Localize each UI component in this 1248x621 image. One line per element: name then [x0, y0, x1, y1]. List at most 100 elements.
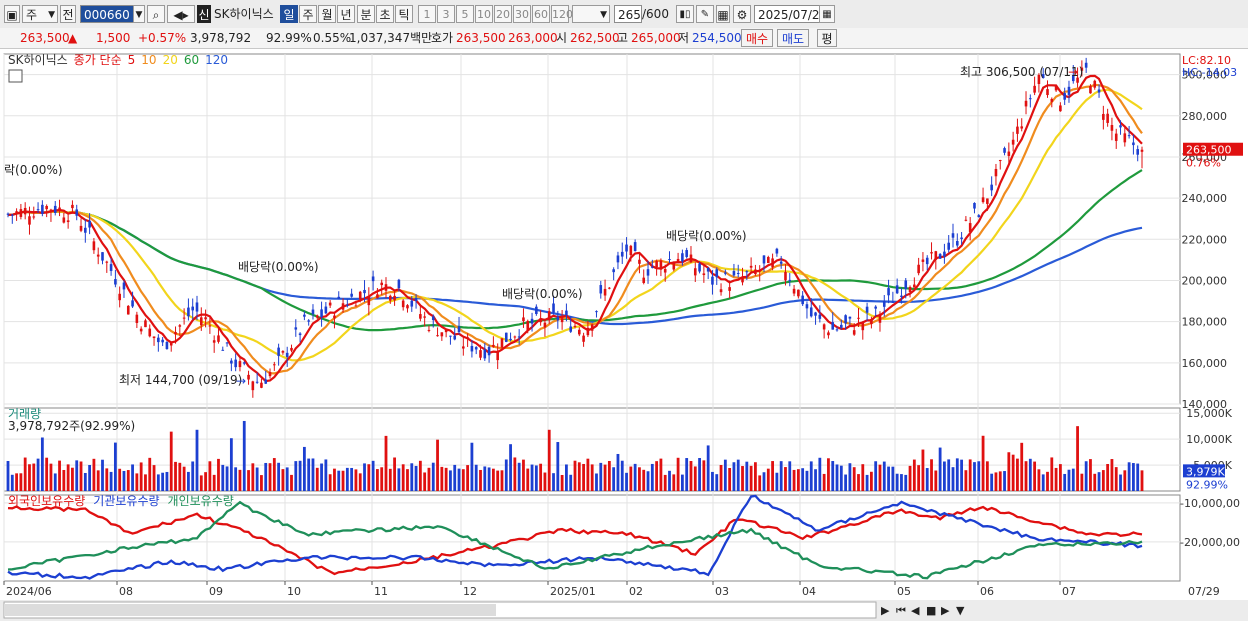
volume-bar [921, 449, 925, 491]
candle-body [1003, 148, 1006, 153]
candle-body [436, 335, 439, 337]
volume-bar [565, 464, 568, 491]
volume-bar [1028, 458, 1032, 491]
open-price: 262,500 [570, 31, 620, 45]
volume-bar [393, 457, 396, 491]
scroll-control-1: ⏮ [896, 604, 906, 617]
candle-body [242, 362, 246, 364]
candle-type-icon[interactable]: ▮▯ [676, 5, 694, 23]
candle-body [470, 345, 474, 352]
window-menu-icon[interactable]: ▣ [4, 5, 20, 23]
tab-minute-1[interactable]: 1 [418, 5, 436, 23]
volume-bar [358, 473, 362, 491]
volume-bar [294, 461, 298, 491]
gear-icon[interactable]: ⚙ [733, 5, 751, 23]
candle-body [431, 316, 435, 321]
candle-body [1132, 142, 1135, 146]
tab-minute-10[interactable]: 10 [475, 5, 493, 23]
volume-bar [281, 469, 285, 491]
volume-bar [663, 474, 667, 491]
search-icon[interactable]: ⌕ [147, 5, 165, 23]
candle-body [453, 335, 457, 340]
candle-body [174, 332, 177, 335]
candle-body [148, 328, 152, 337]
custom-interval-select[interactable]: ▼ [572, 5, 610, 23]
volume-bar [234, 467, 238, 491]
candle-body [792, 288, 796, 294]
tab-minute-5[interactable]: 5 [456, 5, 474, 23]
price-legend: SK하이닉스 종가 단순 5 10 20 60 120 [8, 53, 228, 67]
date-label: 05 [897, 585, 911, 598]
volume-bar [320, 463, 323, 491]
volume-bar [58, 460, 61, 491]
volume-bar [418, 460, 422, 491]
calendar-icon[interactable]: ▦ [819, 5, 835, 23]
volume-bar [861, 464, 865, 491]
evaluation-button[interactable]: 평 [817, 29, 837, 47]
tab-period-1[interactable]: 주 [299, 5, 317, 23]
candle-body [376, 294, 379, 298]
count-input[interactable]: 265 [614, 5, 642, 23]
volume-bar [341, 470, 345, 491]
volume-bar [835, 464, 839, 491]
volume-bar [315, 467, 319, 491]
candle-body [41, 204, 44, 214]
volume-bar [1097, 472, 1101, 491]
candle-body [303, 314, 306, 317]
candle-body [28, 216, 31, 225]
history-button[interactable]: 전 [60, 5, 76, 23]
tab-period-0[interactable]: 일 [280, 5, 298, 23]
price-tick: 140,000 [1182, 398, 1228, 411]
volume-bar [71, 467, 74, 491]
candle-body [290, 347, 293, 351]
candle-body [917, 264, 920, 274]
candle-body [255, 381, 259, 383]
volume-bar [689, 461, 693, 491]
scroll-control-2: ◀ [911, 604, 920, 617]
volume-bar [40, 437, 44, 491]
volume-bar [771, 461, 774, 491]
tab-minute-3[interactable]: 3 [437, 5, 455, 23]
tab-period-3[interactable]: 년 [337, 5, 355, 23]
buy-button[interactable]: 매수 [741, 29, 773, 47]
tab-minute-60[interactable]: 60 [532, 5, 550, 23]
candle-body [165, 341, 169, 350]
candle-body [496, 351, 499, 361]
tab-period-2[interactable]: 월 [318, 5, 336, 23]
volume-bar [668, 470, 671, 491]
volume-bar [509, 444, 512, 491]
candle-body [380, 282, 384, 286]
candle-body [775, 248, 779, 254]
candle-body [449, 335, 452, 337]
sound-icon[interactable]: ◀▸ [167, 5, 195, 23]
draw-tool-icon[interactable]: ✎ [696, 5, 714, 23]
tab-period-5[interactable]: 초 [376, 5, 394, 23]
tab-minute-20[interactable]: 20 [494, 5, 512, 23]
tab-period-6[interactable]: 틱 [395, 5, 413, 23]
volume-bar [857, 474, 860, 491]
grid-icon[interactable]: ▦ [716, 5, 730, 23]
tab-minute-30[interactable]: 30 [513, 5, 531, 23]
volume-bar [638, 467, 641, 491]
volume-bar [805, 470, 809, 491]
candle-body [298, 333, 302, 336]
volume-bar [225, 466, 229, 491]
date-input[interactable]: 2025/07/29 [754, 5, 827, 23]
candle-body [526, 320, 530, 330]
candle-body [835, 329, 839, 331]
tab-period-4[interactable]: 분 [357, 5, 375, 23]
volume-bar [1136, 463, 1140, 491]
high-label: 고 [617, 31, 629, 45]
code-dropdown-icon[interactable]: ▼ [133, 5, 145, 23]
dividend-annotation-2: 배당락(0.00%) [502, 287, 583, 301]
candle-body [337, 296, 341, 299]
sell-button[interactable]: 매도 [777, 29, 809, 47]
period-select[interactable]: 주 ▼ [22, 5, 58, 23]
stock-code-input[interactable]: 000660 [80, 5, 138, 23]
scroll-control-4: ▶ [941, 604, 950, 617]
tab-minute-120[interactable]: 120 [551, 5, 573, 23]
volume-bar [891, 466, 895, 491]
volume-bar [397, 468, 401, 491]
candle-body [182, 317, 186, 319]
volume-bar [182, 466, 186, 491]
